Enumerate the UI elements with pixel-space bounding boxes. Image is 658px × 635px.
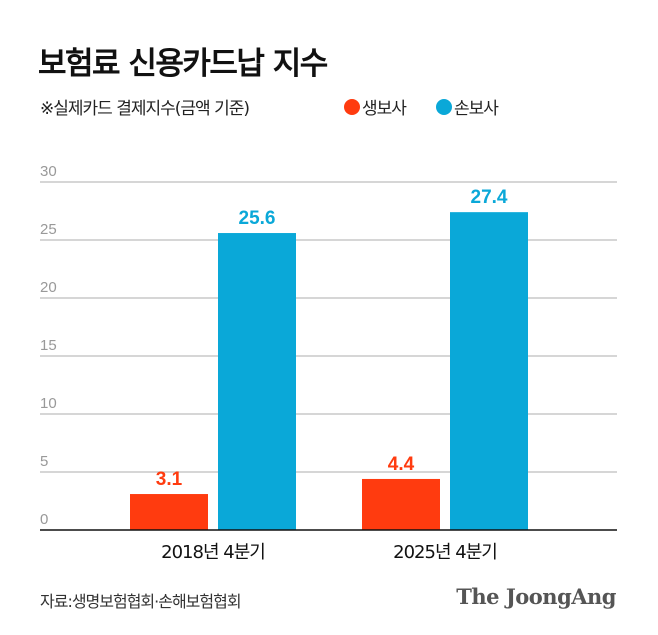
- publisher-logo: The JoongAng: [456, 584, 616, 609]
- bar: [130, 494, 208, 530]
- bar: [362, 478, 440, 530]
- legend-swatch-life: [344, 98, 360, 115]
- data-label: 27.4: [471, 187, 508, 208]
- y-tick-label: 20: [40, 279, 57, 296]
- y-tick-label: 30: [40, 163, 57, 180]
- y-tick-label: 15: [40, 337, 57, 354]
- bar: [450, 212, 528, 530]
- y-tick-label: 5: [40, 453, 48, 470]
- source-text: 자료:생명보험협회·손해보험협회: [40, 592, 242, 611]
- chart-note: ※실제카드 결제지수(금액 기준): [40, 99, 250, 119]
- legend-item-life: 생보사: [344, 94, 407, 119]
- x-tick-label: 2018년 4분기: [161, 542, 265, 563]
- bar: [218, 233, 296, 531]
- y-tick-label: 0: [40, 511, 48, 528]
- y-tick-label: 25: [40, 221, 57, 238]
- y-tick-label: 10: [40, 395, 57, 412]
- data-label: 4.4: [388, 454, 415, 475]
- legend-label-life: 생보사: [362, 99, 407, 119]
- data-label: 3.1: [156, 469, 183, 490]
- chart-title: 보험료 신용카드납 지수: [38, 46, 328, 82]
- legend-label-nonlife: 손보사: [454, 99, 499, 119]
- x-tick-label: 2025년 4분기: [393, 542, 497, 563]
- legend-item-nonlife: 손보사: [436, 94, 499, 119]
- legend-swatch-nonlife: [436, 98, 452, 115]
- data-label: 25.6: [239, 208, 276, 229]
